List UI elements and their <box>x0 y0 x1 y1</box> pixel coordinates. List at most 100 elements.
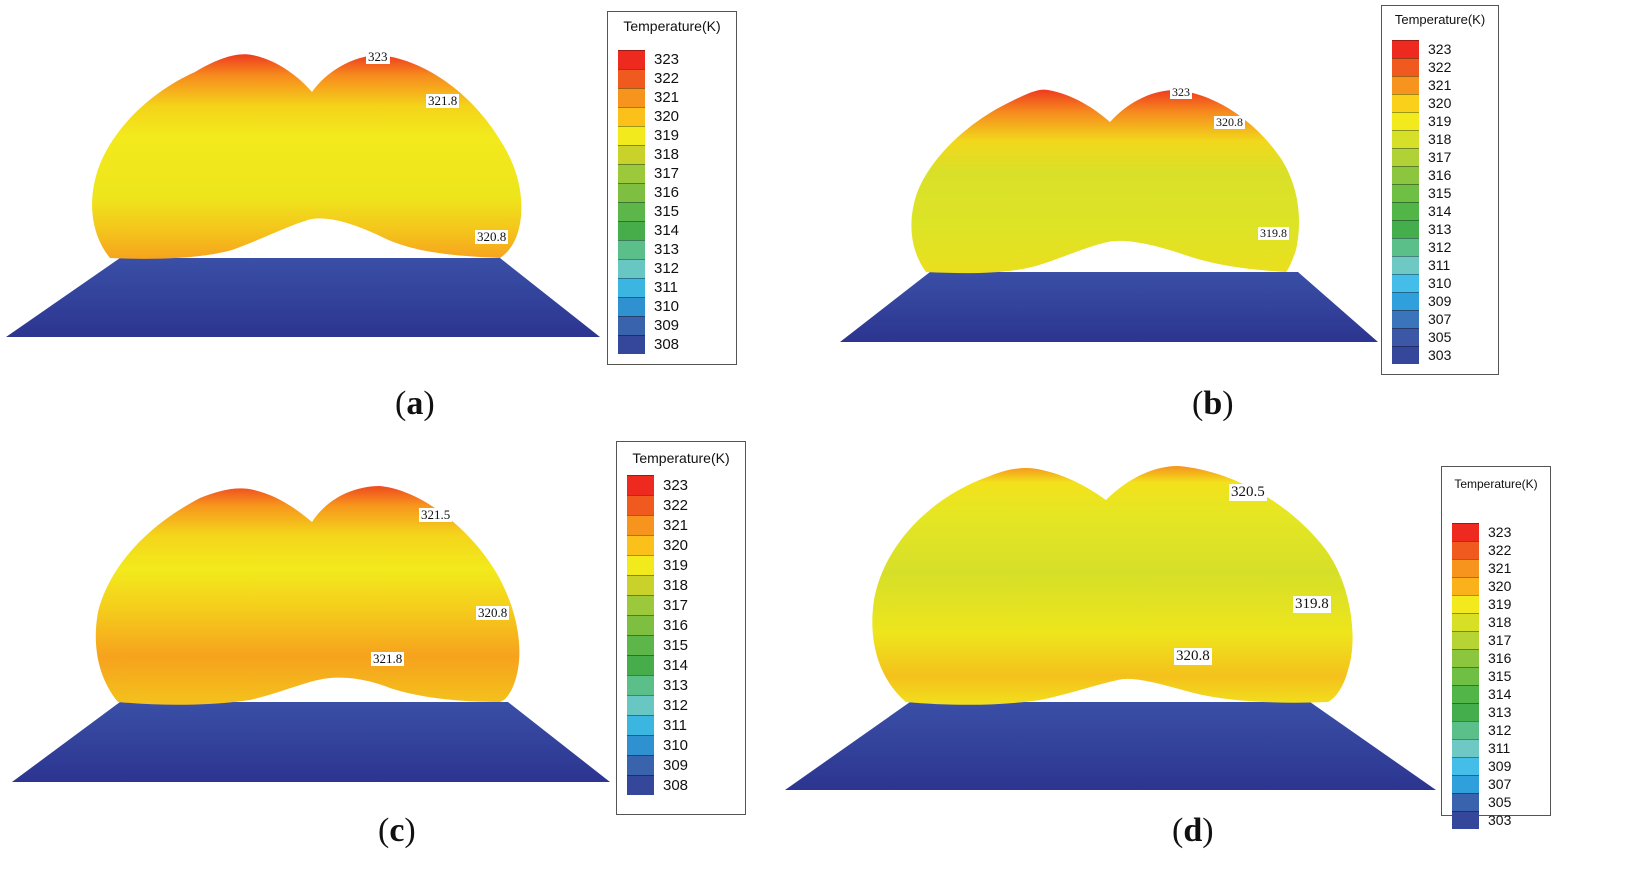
legend-entry: 310 <box>627 735 739 755</box>
droplet-body <box>92 54 522 259</box>
legend-value: 319 <box>1488 596 1512 612</box>
legend-entry: 314 <box>618 221 730 240</box>
legend-value: 315 <box>654 203 680 220</box>
legend-swatch <box>618 88 645 107</box>
legend-value: 322 <box>654 70 680 87</box>
legend-swatch <box>627 695 654 715</box>
legend-swatch <box>627 575 654 595</box>
legend-swatch <box>1452 721 1479 739</box>
legend-swatch <box>1452 775 1479 793</box>
legend-entry: 305 <box>1392 328 1492 346</box>
legend-value: 315 <box>1488 668 1512 684</box>
legend-entry: 320 <box>1452 577 1544 595</box>
legend-swatch <box>618 259 645 278</box>
legend-value: 309 <box>1488 758 1512 774</box>
legend-value: 316 <box>1428 167 1452 183</box>
legend-swatch <box>1392 310 1419 328</box>
legend-value: 307 <box>1488 776 1512 792</box>
legend-entry: 322 <box>1452 541 1544 559</box>
legend-entry: 316 <box>618 183 730 202</box>
legend-value: 309 <box>663 756 689 774</box>
legend-swatch <box>1392 76 1419 94</box>
legend-value: 312 <box>663 696 689 714</box>
legend-title: Temperature(K) <box>623 18 721 34</box>
legend-entry: 319 <box>1392 112 1492 130</box>
legend-swatch <box>627 535 654 555</box>
legend-title: Temperature(K) <box>1454 477 1538 491</box>
legend-entry: 321 <box>618 88 730 107</box>
legend-swatch <box>618 297 645 316</box>
legend-entry: 319 <box>1452 595 1544 613</box>
caption-letter: d <box>1183 812 1203 849</box>
legend-entry: 318 <box>1392 130 1492 148</box>
legend-swatch <box>618 183 645 202</box>
legend-value: 314 <box>654 222 680 239</box>
legend-entry: 311 <box>627 715 739 735</box>
legend-entry: 315 <box>1392 184 1492 202</box>
legend-entry: 323 <box>1392 40 1492 58</box>
legend-value: 311 <box>654 279 678 296</box>
legend-value: 311 <box>1428 257 1451 273</box>
temperature-field-plot-a <box>6 54 600 337</box>
annotation-label: 323 <box>1170 85 1192 100</box>
annotation-label: 321.5 <box>419 507 453 523</box>
legend-value: 320 <box>1428 95 1452 111</box>
legend-value: 323 <box>663 476 689 494</box>
legend-entry: 313 <box>627 675 739 695</box>
legend-swatch <box>627 475 654 495</box>
legend-value: 321 <box>1488 560 1512 576</box>
annotation-label: 320.8 <box>1174 648 1212 665</box>
legend-swatch <box>1392 238 1419 256</box>
legend-entry: 317 <box>1452 631 1544 649</box>
droplet-body <box>911 89 1300 274</box>
legend-entry: 307 <box>1452 775 1544 793</box>
legend-value: 303 <box>1428 347 1452 363</box>
legend-entry: 322 <box>618 69 730 88</box>
legend-value: 312 <box>1488 722 1512 738</box>
legend-swatch <box>618 69 645 88</box>
legend-swatch <box>1392 130 1419 148</box>
caption-d: (d) <box>1172 812 1214 849</box>
legend-value: 315 <box>663 636 689 654</box>
legend-swatch <box>1452 559 1479 577</box>
substrate-plate <box>6 258 600 337</box>
legend-entry: 310 <box>1392 274 1492 292</box>
color-legend-a: Temperature(K) 323 322 321 320 319 318 317 316 3… <box>607 11 737 365</box>
legend-swatch <box>1392 94 1419 112</box>
legend-value: 322 <box>1488 542 1512 558</box>
legend-value: 310 <box>1428 275 1452 291</box>
legend-swatch <box>1452 703 1479 721</box>
color-legend-d: Temperature(K) 323 322 321 320 319 318 317 316 3… <box>1441 466 1551 829</box>
legend-entry: 311 <box>1452 739 1544 757</box>
legend-value: 323 <box>1428 41 1452 57</box>
legend-value: 312 <box>1428 239 1452 255</box>
legend-value: 318 <box>1488 614 1512 630</box>
legend-swatch <box>1452 811 1479 829</box>
legend-entry: 323 <box>618 50 730 69</box>
legend-entry: 314 <box>1392 202 1492 220</box>
panel-c: 321.5 320.8 321.8 Temperature(K) 323 322 3… <box>0 440 820 895</box>
substrate-plate <box>785 702 1436 790</box>
annotation-label: 319.8 <box>1258 226 1289 241</box>
annotation-label: 320.8 <box>1214 115 1245 130</box>
legend-entry: 311 <box>618 278 730 297</box>
caption-letter: b <box>1203 385 1223 422</box>
legend-value: 322 <box>1428 59 1452 75</box>
legend-entry: 315 <box>618 202 730 221</box>
legend-entry: 312 <box>618 259 730 278</box>
legend-swatch <box>1392 58 1419 76</box>
legend-swatch <box>1392 166 1419 184</box>
annotation-label: 321.8 <box>371 651 405 667</box>
legend-value: 309 <box>1428 293 1452 309</box>
legend-swatch <box>1452 595 1479 613</box>
legend-swatch <box>618 107 645 126</box>
substrate-plate <box>12 702 610 782</box>
annotation-label: 320.5 <box>1229 484 1267 501</box>
legend-swatch <box>1452 613 1479 631</box>
legend-entry: 308 <box>618 335 730 354</box>
legend-swatch <box>627 775 654 795</box>
legend-entry: 318 <box>618 145 730 164</box>
legend-swatch <box>1392 346 1419 364</box>
legend-swatch <box>1452 685 1479 703</box>
legend-swatch <box>1392 292 1419 310</box>
